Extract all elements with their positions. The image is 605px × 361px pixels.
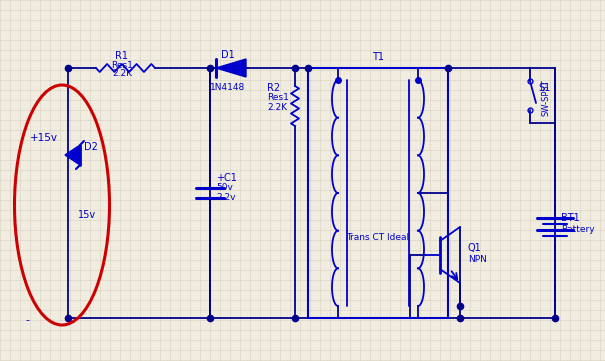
Text: Res1: Res1 [111,61,133,70]
Text: R1: R1 [116,51,128,61]
Text: 2.2K: 2.2K [112,70,132,78]
Text: BT1: BT1 [561,213,580,223]
Text: R2: R2 [267,83,280,93]
Text: -: - [25,315,29,325]
Text: 15v: 15v [78,210,96,220]
Text: Res1: Res1 [267,93,289,103]
Text: 50v: 50v [216,183,233,192]
Text: SW-SPST: SW-SPST [541,79,551,116]
Text: Q1: Q1 [468,243,482,253]
Polygon shape [216,59,246,77]
Text: +15v: +15v [30,133,58,143]
Text: NPN: NPN [468,256,487,265]
Text: 1N4148: 1N4148 [211,83,246,92]
Bar [308,68,448,318]
Text: D1: D1 [221,50,235,60]
Text: Battery: Battery [561,226,595,235]
Text: S1: S1 [538,83,551,93]
Text: Trans CT Ideal: Trans CT Ideal [347,234,410,243]
Text: D2: D2 [84,142,98,152]
Text: +C1: +C1 [216,173,237,183]
Text: 2.2v: 2.2v [216,193,235,203]
Text: 2.2K: 2.2K [267,104,287,113]
Text: T1: T1 [372,52,384,62]
Polygon shape [65,145,80,165]
